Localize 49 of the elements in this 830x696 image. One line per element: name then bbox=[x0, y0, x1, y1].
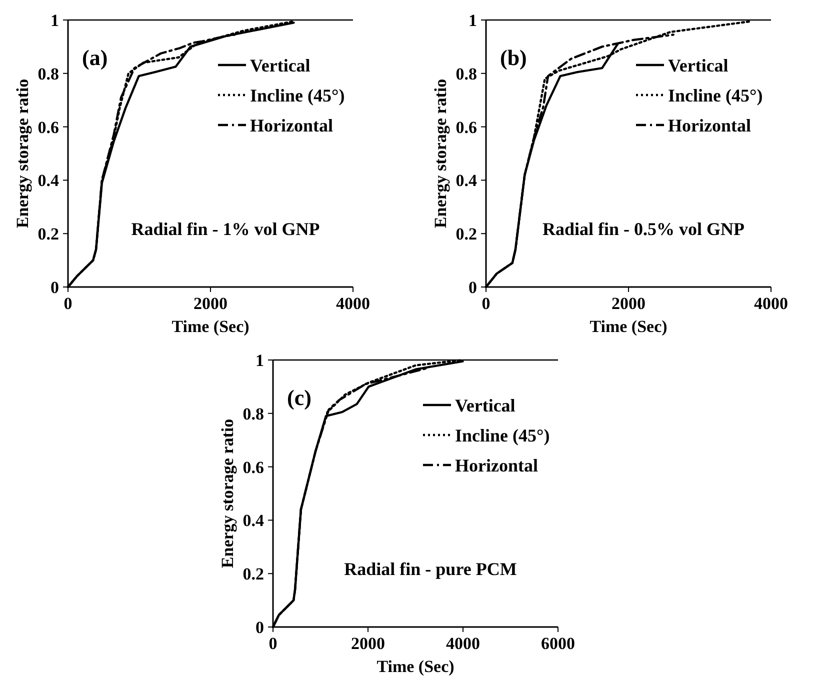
annotation: (c) bbox=[287, 385, 312, 410]
annotation: (a) bbox=[82, 45, 108, 70]
annotation: Radial fin - 0.5% vol GNP bbox=[542, 219, 745, 239]
x-tick-label: 2000 bbox=[194, 294, 228, 313]
y-tick-label: 0.8 bbox=[242, 404, 264, 424]
x-tick-label: 6000 bbox=[541, 634, 575, 653]
x-tick-label: 4000 bbox=[446, 634, 480, 653]
y-tick-label: 0.8 bbox=[456, 64, 477, 84]
y-axis-title: Energy storage ratio bbox=[431, 78, 450, 228]
legend-label: Horizontal bbox=[455, 455, 538, 476]
legend-label: Incline (45°) bbox=[250, 85, 345, 106]
y-tick-label: 0 bbox=[50, 278, 59, 297]
x-tick-label: 0 bbox=[64, 294, 72, 313]
y-tick-label: 0.4 bbox=[456, 171, 478, 190]
y-tick-label: 1 bbox=[50, 10, 59, 30]
annotation: Radial fin - pure PCM bbox=[344, 559, 517, 579]
x-axis-title: Time (Sec) bbox=[376, 657, 454, 676]
legend-label: Vertical bbox=[455, 395, 516, 416]
y-tick-label: 0.2 bbox=[38, 224, 59, 244]
legend-label: Vertical bbox=[668, 55, 728, 76]
annotation: (b) bbox=[500, 45, 527, 70]
y-tick-label: 1 bbox=[256, 350, 264, 370]
y-tick-label: 0.2 bbox=[456, 224, 477, 244]
legend-label: Vertical bbox=[250, 55, 310, 76]
x-tick-label: 0 bbox=[268, 634, 278, 653]
y-tick-label: 0.8 bbox=[38, 64, 59, 84]
x-tick-label: 4000 bbox=[336, 294, 370, 313]
y-axis-title: Energy storage ratio bbox=[13, 78, 32, 228]
y-tick-label: 0.4 bbox=[242, 511, 264, 530]
x-tick-label: 2000 bbox=[351, 634, 385, 653]
y-tick-label: 0.4 bbox=[38, 171, 60, 190]
x-axis-title: Time (Sec) bbox=[590, 317, 668, 336]
y-tick-label: 1 bbox=[468, 10, 477, 30]
annotation: Radial fin - 1% vol GNP bbox=[131, 219, 320, 239]
y-tick-label: 0.6 bbox=[456, 118, 477, 137]
y-tick-label: 0 bbox=[256, 618, 264, 637]
y-tick-label: 0 bbox=[468, 278, 477, 297]
legend-label: Horizontal bbox=[250, 115, 333, 136]
y-axis-title: Energy storage ratio bbox=[218, 418, 237, 568]
legend-label: Horizontal bbox=[668, 115, 751, 136]
y-tick-label: 0.2 bbox=[242, 564, 264, 584]
x-tick-label: 2000 bbox=[612, 294, 646, 313]
x-tick-label: 0 bbox=[482, 294, 490, 313]
y-tick-label: 0.6 bbox=[242, 458, 264, 477]
legend-label: Incline (45°) bbox=[455, 425, 550, 446]
legend-label: Incline (45°) bbox=[668, 85, 763, 106]
x-axis-title: Time (Sec) bbox=[172, 317, 250, 336]
x-tick-label: 4000 bbox=[754, 294, 788, 313]
y-tick-label: 0.6 bbox=[38, 118, 59, 137]
